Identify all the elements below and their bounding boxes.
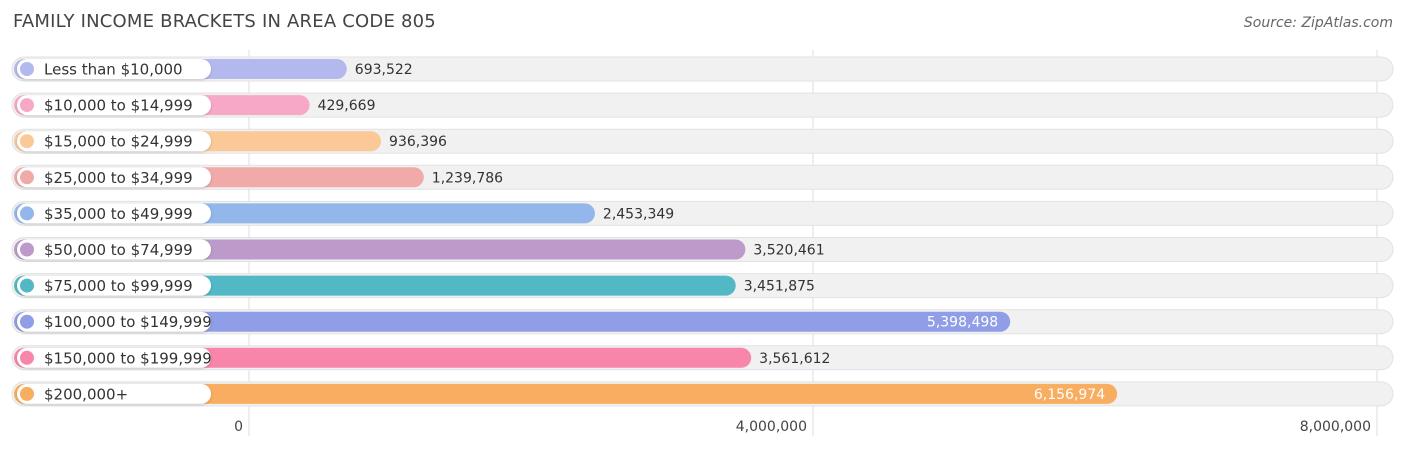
value-label: 3,520,461 [753, 243, 824, 259]
category-dot [20, 314, 34, 329]
category-dot [20, 242, 34, 257]
category-label: $25,000 to $34,999 [44, 169, 193, 187]
value-label: 693,522 [355, 62, 413, 78]
value-label: 6,156,974 [1034, 387, 1105, 403]
value-label: 936,396 [389, 134, 447, 150]
bar-row: $25,000 to $34,999 1,239,786 [11, 164, 1394, 190]
category-label: Less than $10,000 [44, 61, 183, 79]
bar-row: $35,000 to $49,999 2,453,349 [11, 200, 1394, 226]
category-label: $10,000 to $14,999 [44, 97, 193, 115]
bar [14, 383, 1118, 404]
category-dot [20, 206, 34, 221]
value-label: 429,669 [318, 98, 376, 114]
category-label: $50,000 to $74,999 [44, 241, 193, 259]
category-label: $200,000+ [44, 385, 128, 403]
value-label: 1,239,786 [432, 170, 503, 186]
category-dot [20, 278, 34, 293]
category-label: $75,000 to $99,999 [44, 277, 193, 295]
category-pill [17, 239, 211, 260]
category-label: $35,000 to $49,999 [44, 205, 193, 223]
x-tick-label: 0 [234, 419, 243, 435]
bar-row: $15,000 to $24,999 936,396 [11, 128, 1394, 154]
x-tick-label: 8,000,000 [1300, 419, 1371, 435]
value-label: 5,398,498 [927, 315, 998, 331]
category-pill [17, 203, 211, 224]
value-label: 3,451,875 [744, 279, 815, 295]
category-pill [17, 311, 211, 332]
bar [14, 311, 1011, 332]
bar-row: $200,000+ 6,156,974 [11, 381, 1394, 407]
value-label: 2,453,349 [603, 206, 674, 222]
bar-row: $150,000 to $199,999 3,561,612 [11, 345, 1394, 371]
x-tick-label: 4,000,000 [736, 419, 807, 435]
category-dot [20, 134, 34, 149]
category-label: $150,000 to $199,999 [44, 349, 212, 367]
bar-row: $10,000 to $14,999 429,669 [11, 92, 1394, 118]
category-dot [20, 386, 34, 401]
category-pill [17, 275, 211, 296]
category-label: $100,000 to $149,999 [44, 313, 212, 331]
bar-track [11, 92, 1394, 118]
bar-row: Less than $10,000 693,522 [11, 56, 1394, 82]
category-pill [17, 167, 211, 188]
category-pill [17, 131, 211, 152]
category-dot [20, 62, 34, 76]
bar-track [11, 56, 1394, 82]
bar-row: $50,000 to $74,999 3,520,461 [11, 237, 1394, 262]
category-dot [20, 98, 34, 113]
chart-title: FAMILY INCOME BRACKETS IN AREA CODE 805 [13, 11, 436, 32]
category-dot [20, 350, 34, 365]
bar-row: $75,000 to $99,999 3,451,875 [11, 273, 1394, 299]
category-pill [17, 347, 211, 368]
bar-row: $100,000 to $149,999 5,398,498 [11, 309, 1394, 335]
value-label: 3,561,612 [759, 351, 830, 367]
chart-source: Source: ZipAtlas.com [1243, 15, 1393, 31]
category-pill [17, 95, 211, 116]
category-label: $15,000 to $24,999 [44, 133, 193, 151]
category-dot [20, 170, 34, 185]
category-pill [17, 59, 211, 79]
category-pill [17, 383, 211, 404]
